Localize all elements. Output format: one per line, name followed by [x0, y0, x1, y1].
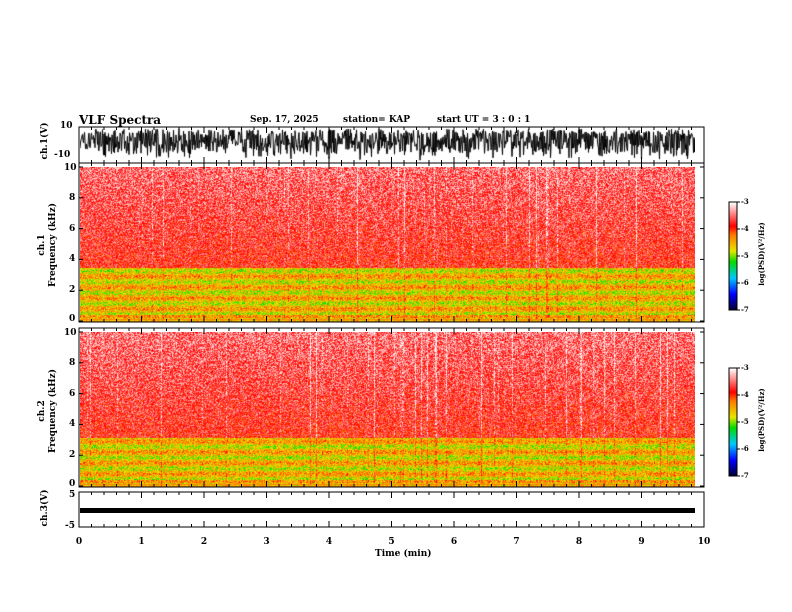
ch1-freq-tick-label: 0 [69, 314, 76, 324]
ch3-ytick-label: -5 [65, 521, 75, 531]
colorbar-2-label: log(PSD)(V²/Hz) [757, 388, 766, 452]
freq-label: Frequency (kHz) [48, 369, 58, 454]
chart-title: VLF Spectra [79, 113, 162, 127]
ch1-waveform [80, 127, 695, 163]
ch1-freq-ylabel: ch.1 Frequency (kHz) [37, 195, 59, 295]
ch2-freq-tick-label: 2 [69, 450, 76, 461]
ch2-freq-tick-label: 10 [64, 328, 77, 338]
x-tick-label: 2 [200, 537, 208, 547]
x-tick-label: 10 [697, 537, 711, 547]
x-tick-label: 6 [450, 537, 458, 547]
ch2-freq-tick-label: 0 [69, 479, 76, 489]
station-label: station= KAP [343, 115, 411, 125]
ch2-spectrogram [80, 332, 695, 487]
ch2-freq-tick-label: 6 [69, 388, 76, 399]
x-tick-label: 5 [388, 537, 395, 547]
ch1-spectrogram [80, 167, 695, 322]
x-tick-label: 0 [75, 537, 83, 547]
colorbar-tick-label: -5 [741, 417, 749, 426]
ch1-ytick-label: 10 [60, 121, 73, 131]
colorbar-tick-label: -5 [741, 251, 749, 260]
ch1-ylabel: ch.1(V) [40, 122, 50, 160]
x-axis-label: Time (min) [375, 549, 432, 559]
x-tick-label: 7 [513, 537, 520, 547]
ch1-freq-tick-label: 8 [69, 192, 76, 203]
ch1-freq-tick-label: 4 [69, 254, 76, 265]
x-tick-label: 9 [638, 537, 645, 547]
colorbar-2 [729, 368, 737, 476]
ch3-ytick-label: 5 [69, 490, 76, 500]
freq-label: Frequency (kHz) [48, 203, 58, 288]
ch2-label: ch.2 [37, 400, 47, 422]
colorbar-tick-label: -3 [741, 197, 749, 206]
x-tick-label: 4 [325, 537, 333, 547]
panel-frame-3 [78, 327, 705, 488]
ch3-trace [80, 508, 695, 513]
ch2-freq-tick-label: 8 [69, 357, 76, 368]
colorbar-tick-label: -4 [741, 390, 749, 399]
colorbar-1 [729, 202, 737, 310]
date-label: Sep. 17, 2025 [250, 115, 319, 125]
ch1-freq-tick-label: 2 [69, 285, 76, 296]
x-tick-label: 3 [263, 537, 270, 547]
colorbar-tick-label: -6 [741, 444, 749, 453]
colorbar-tick-label: -4 [741, 224, 749, 233]
ch1-label: ch.1 [37, 234, 47, 256]
start-time-label: start UT = 3 : 0 : 1 [437, 115, 531, 125]
ch2-freq-tick-label: 4 [69, 419, 76, 430]
ch1-ytick-label: -10 [54, 150, 71, 160]
colorbar-tick-label: -7 [741, 471, 749, 480]
colorbar-tick-label: -6 [741, 278, 749, 287]
x-tick-label: 8 [575, 537, 583, 547]
x-tick-label: 1 [138, 537, 145, 547]
colorbar-frame-1 [728, 201, 738, 311]
colorbar-frame-2 [728, 367, 738, 477]
ch2-freq-ylabel: ch.2 Frequency (kHz) [37, 361, 59, 461]
colorbar-tick-label: -7 [741, 305, 749, 314]
ch3-ylabel: ch.3(V) [40, 489, 50, 527]
ch1-freq-tick-label: 6 [69, 223, 76, 234]
colorbar-1-label: log(PSD)(V²/Hz) [757, 222, 766, 286]
colorbar-tick-label: -3 [741, 363, 749, 372]
ch1-freq-tick-label: 10 [64, 163, 77, 173]
panel-frame-2 [78, 162, 705, 323]
